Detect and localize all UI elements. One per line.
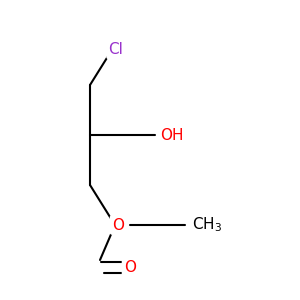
Text: Cl: Cl bbox=[109, 42, 123, 57]
Text: CH$_3$: CH$_3$ bbox=[192, 216, 222, 234]
Text: OH: OH bbox=[160, 128, 184, 142]
Text: O: O bbox=[112, 218, 124, 232]
Text: O: O bbox=[124, 260, 136, 275]
